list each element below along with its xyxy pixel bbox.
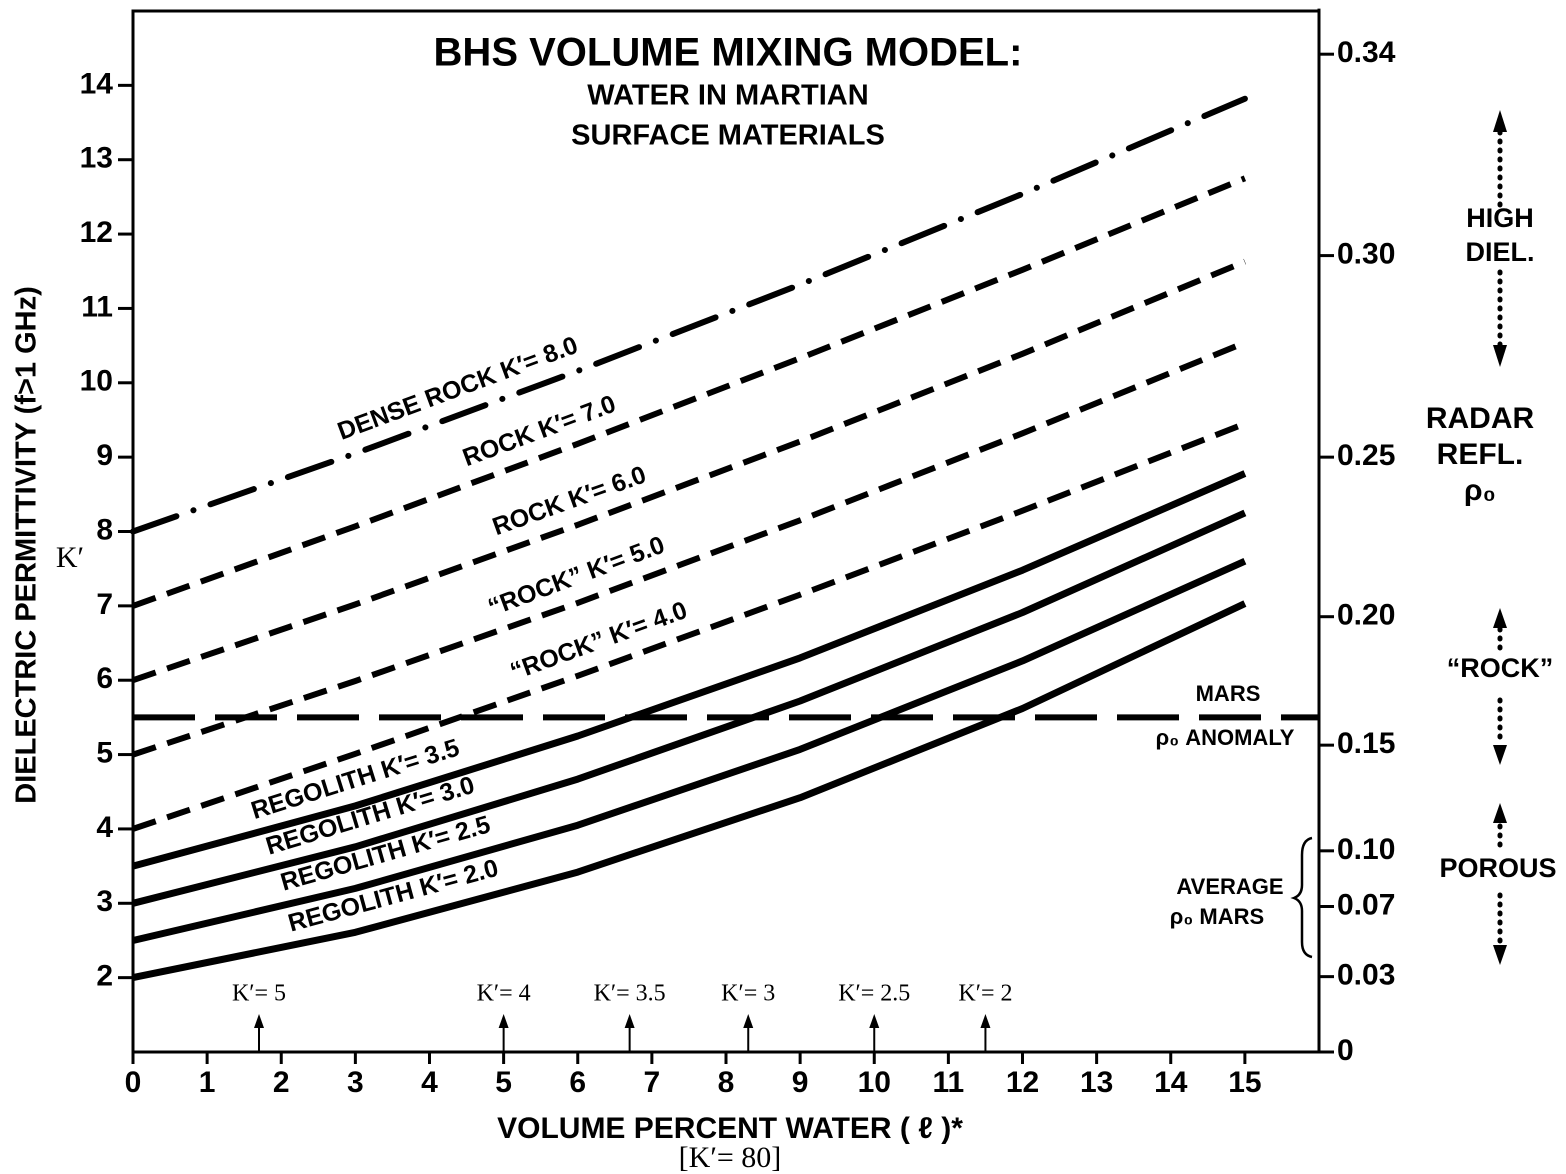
average-label: AVERAGE [1176,874,1283,899]
side-annotation: RADAR [1426,402,1535,435]
y-tick-label: 13 [80,142,113,175]
y-tick-label: 11 [81,290,113,323]
arrowhead [498,1014,509,1028]
chart-subtitle: WATER IN MARTIAN [587,80,868,112]
marker-label: K′= 2 [958,981,1012,1007]
y-tick-label: 3 [96,885,113,918]
x-tick-label: 5 [495,1066,512,1099]
side-annotation: HIGH [1466,203,1534,233]
x-tick-label: 9 [792,1066,809,1099]
x-tick-label: 12 [1006,1066,1039,1099]
series-line [132,558,1247,944]
y2-tick-label: 0.07 [1337,888,1395,921]
arrowhead [1493,345,1507,367]
series-label: “ROCK” K′= 4.0 [507,596,691,686]
y-axis-symbol: K′ [56,541,84,574]
y2-tick-label: 0.10 [1337,833,1395,866]
marker-label: K′= 4 [477,981,531,1007]
side-arrowheads [1493,110,1507,965]
x-tick-label: 10 [858,1066,891,1099]
x-tick-label: 4 [421,1066,438,1099]
x-tick-label: 15 [1228,1066,1261,1099]
side-annotation: ρ₀ [1464,474,1496,507]
x-tick-label: 11 [933,1066,965,1099]
y2-tick-label: 0.30 [1337,238,1395,271]
series-line [132,420,1246,832]
y-tick-label: 9 [96,439,113,472]
marker-label: K′= 2.5 [838,981,910,1007]
chart-subtitle: SURFACE MATERIALS [571,120,885,152]
chart-title: BHS VOLUME MIXING MODEL: [434,31,1023,75]
reference-label: MARS [1196,681,1261,706]
series-label: “ROCK” K′= 5.0 [484,531,668,622]
side-annotation: “ROCK” [1447,653,1554,683]
side-annotation: POROUS [1439,853,1556,883]
y-tick-label: 12 [80,216,113,249]
series-line [132,509,1247,907]
x-tick-label: 3 [347,1066,364,1099]
series-line [131,175,1247,609]
x-axis-sublabel: [K′= 80] [679,1141,782,1174]
side-annotation: DIEL. [1465,237,1534,267]
x-tick-label: 7 [644,1066,661,1099]
series-label: ROCK K′= 6.0 [489,461,650,542]
y-tick-label: 14 [80,67,114,100]
series-line [132,600,1247,982]
y2-tick-label: 0 [1337,1034,1354,1067]
x-tick-label: 8 [718,1066,735,1099]
y2-tick-label: 0.20 [1337,599,1395,632]
series-line [132,339,1247,758]
series-line [132,470,1247,870]
side-annotation: REFL. [1437,438,1524,471]
arrowhead [1493,110,1507,132]
x-tick-label: 14 [1154,1066,1188,1099]
x-tick-label: 0 [125,1066,142,1099]
y2-tick-label: 0.03 [1337,959,1395,992]
y-tick-label: 8 [96,513,113,546]
x-axis-label: VOLUME PERCENT WATER ( ℓ )* [497,1112,963,1145]
x-tick-label: 6 [569,1066,586,1099]
x-tick-label: 2 [273,1066,290,1099]
arrowhead [1493,945,1507,965]
y-tick-label: 2 [96,960,113,993]
marker-label: K′= 5 [232,981,286,1007]
arrowhead [254,1014,265,1028]
y-tick-label: 7 [96,588,113,621]
y-tick-label: 6 [96,662,113,695]
arrowhead [1493,745,1507,765]
arrowhead [980,1014,991,1028]
y2-tick-label: 0.34 [1337,36,1396,69]
y2-tick-label: 0.25 [1337,439,1395,472]
marker-label: K′= 3 [721,981,775,1007]
brace [1290,836,1313,959]
y2-tick-label: 0.15 [1337,727,1395,760]
arrowhead [1493,803,1507,823]
x-tick-label: 13 [1080,1066,1113,1099]
series-label: ROCK K′= 7.0 [459,390,620,472]
series-line [132,258,1247,684]
y-tick-label: 5 [96,736,113,769]
x-tick-label: 1 [199,1066,216,1099]
y-tick-label: 4 [96,811,113,844]
arrowhead [1493,608,1507,628]
arrowhead [743,1014,754,1028]
y-axis-label: DIELECTRIC PERMITTIVITY (f>1 GHz) [11,286,43,803]
reference-label: ρ₀ ANOMALY [1156,725,1295,750]
marker-label: K′= 3.5 [594,981,666,1007]
series-line [130,95,1248,535]
average-label: ρ₀ MARS [1170,904,1264,929]
y-tick-label: 10 [80,365,113,398]
arrowhead [869,1014,880,1028]
arrowhead [624,1014,635,1028]
